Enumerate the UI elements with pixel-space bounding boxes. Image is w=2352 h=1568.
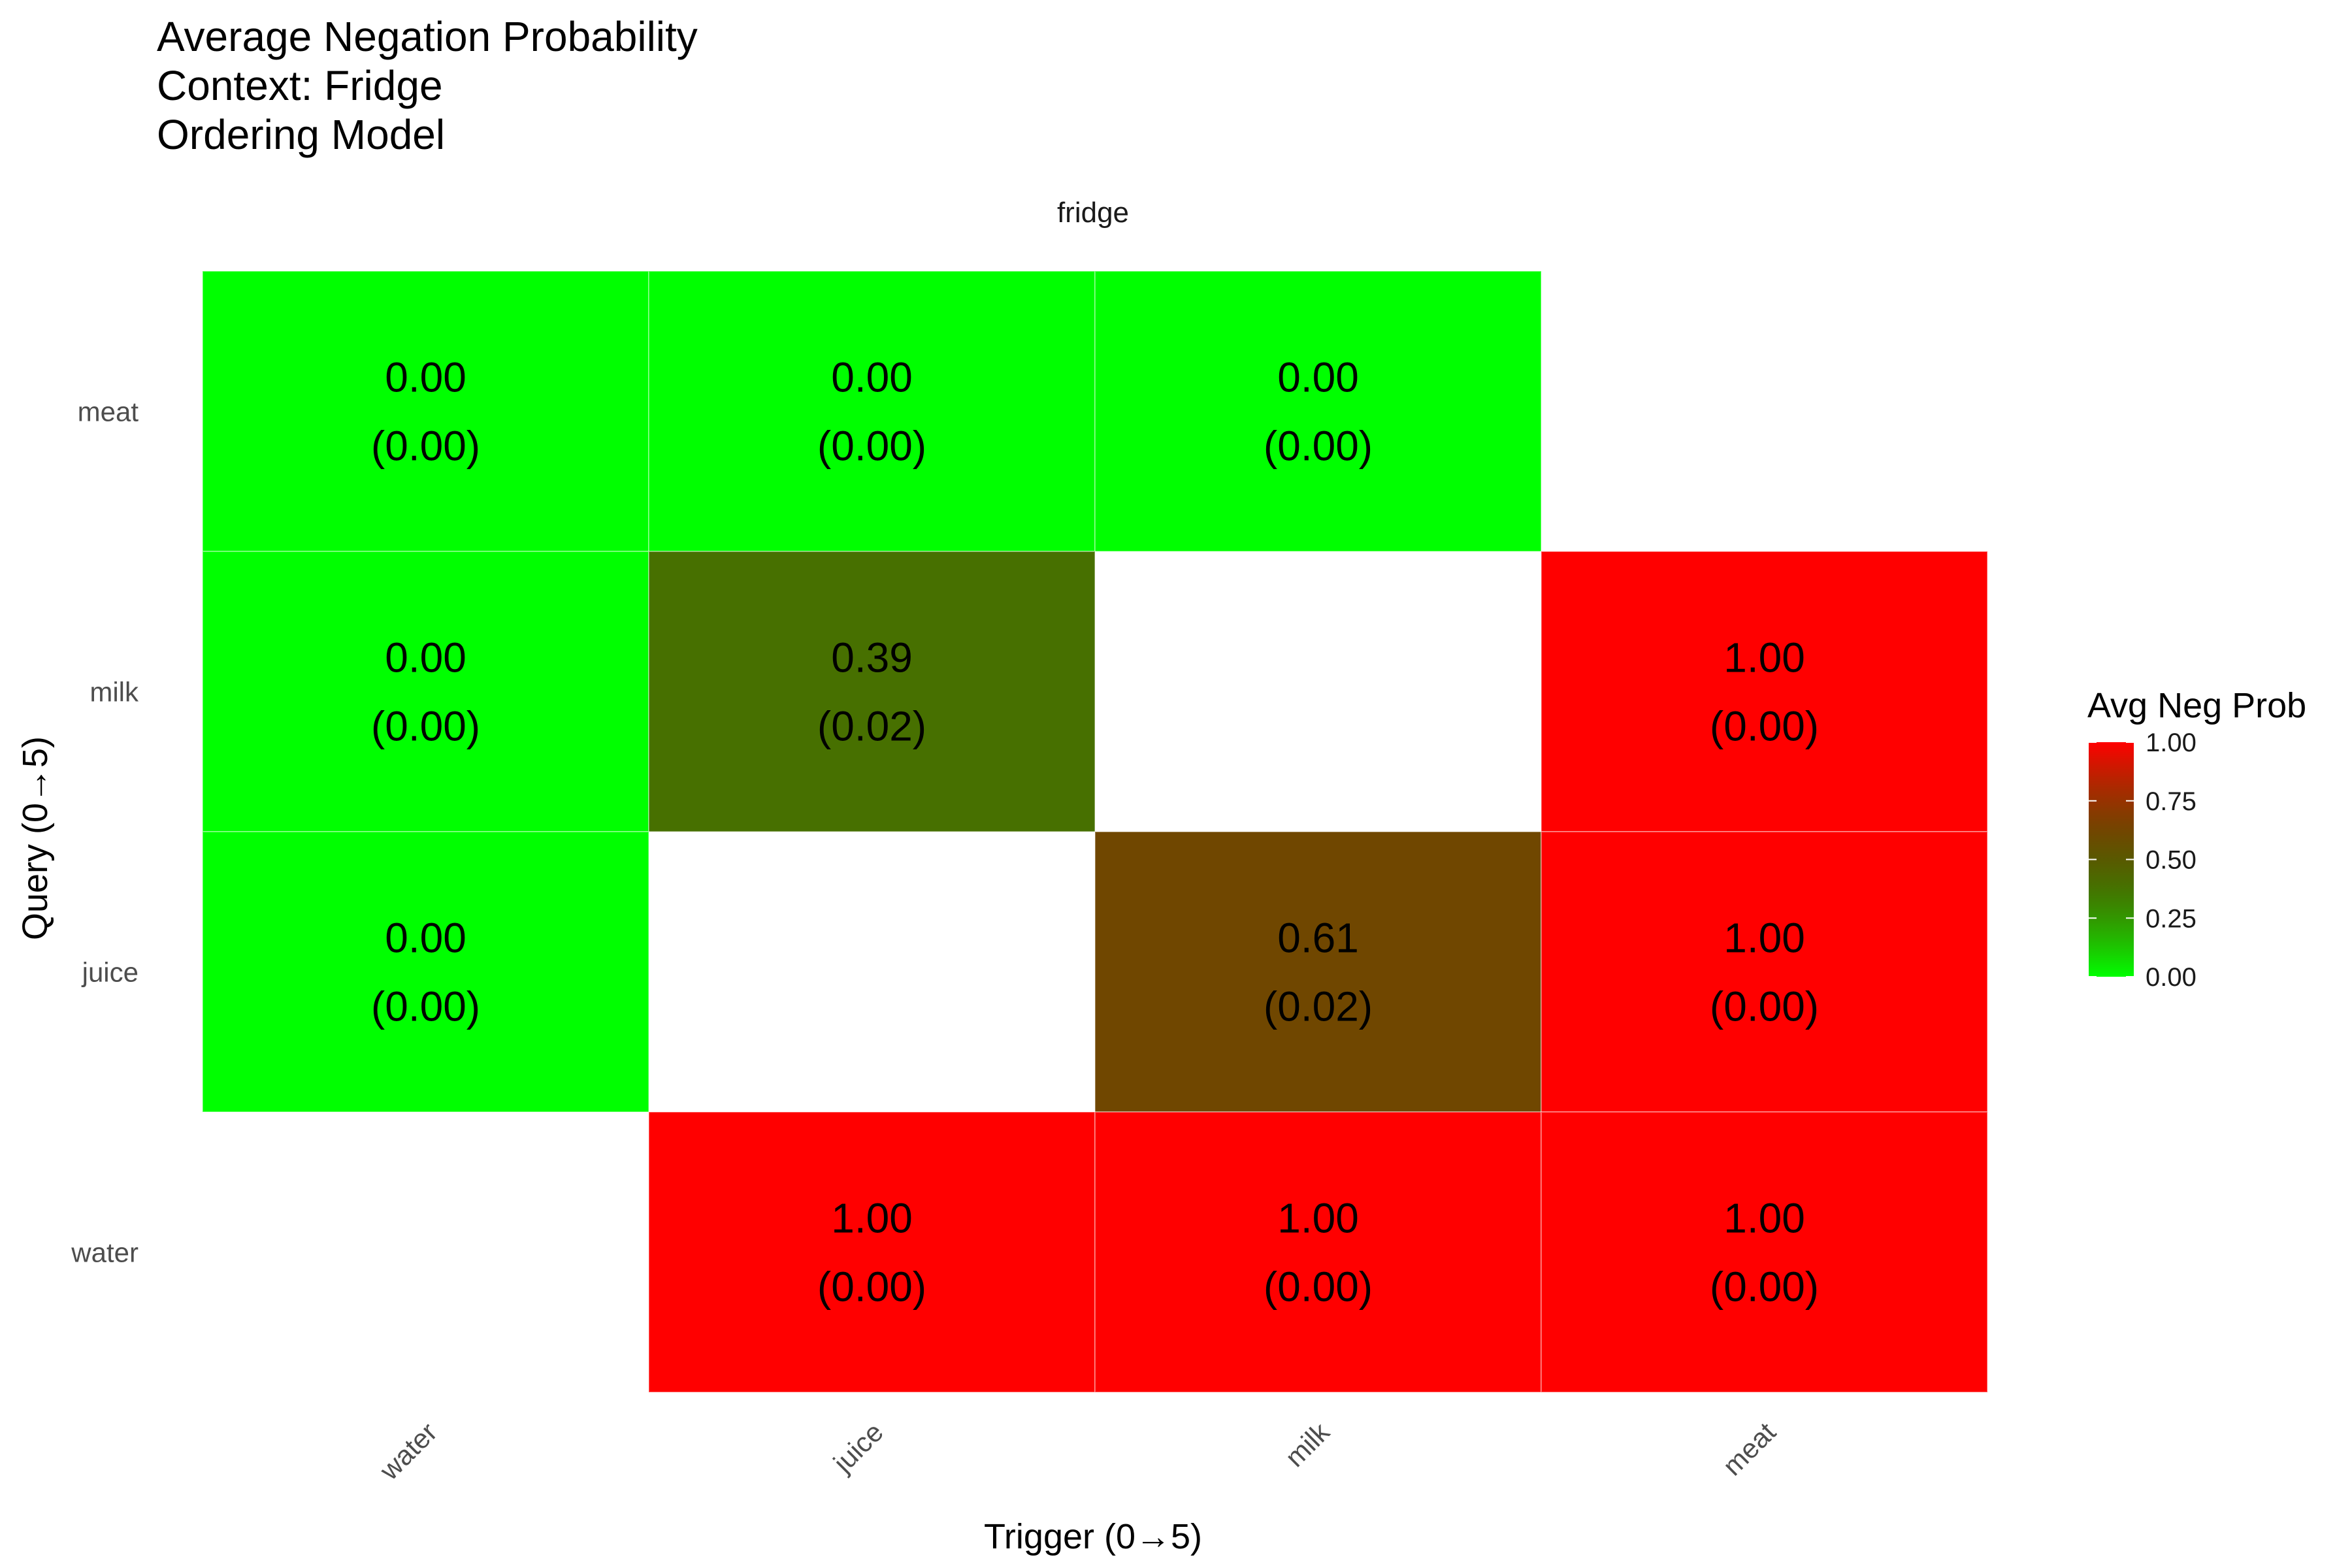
- cell-value-label: 0.00: [385, 354, 466, 401]
- cell-se-label: (0.00): [1710, 983, 1819, 1030]
- heatmap-cell-meat-juice: [648, 270, 1096, 552]
- heatmap-cell-milk-meat: [1541, 551, 1988, 832]
- cell-labels: 0.00 (0.00) 0.00 (0.00) 0.00 (0.00) 0.00 (0.00)…: [371, 354, 1819, 1311]
- cell-value-label: 1.00: [1277, 1195, 1359, 1242]
- cell-se-label: (0.00): [371, 983, 480, 1030]
- cell-se-label: (0.00): [371, 703, 480, 750]
- cell-value-label: 0.00: [385, 634, 466, 681]
- heatmap-cells: [202, 270, 1988, 1393]
- cell-se-label: (0.00): [371, 423, 480, 470]
- legend-tick-label: 0.50: [2146, 846, 2197, 875]
- cell-se-label: (0.00): [1264, 423, 1373, 470]
- cell-value-label: 1.00: [831, 1195, 913, 1242]
- x-tick-label-juice: juice: [826, 1416, 889, 1479]
- heatmap-cell-juice-milk: [1094, 831, 1542, 1113]
- cell-value-label: 0.39: [831, 634, 913, 681]
- legend: Avg Neg Prob 1.00 0.75 0.50 0.25 0.00: [2087, 686, 2306, 992]
- y-tick-label-water: water: [71, 1237, 139, 1268]
- legend-tick-label: 0.25: [2146, 904, 2197, 933]
- legend-tick-label: 1.00: [2146, 728, 2197, 757]
- legend-tick-label: 0.00: [2146, 963, 2197, 992]
- cell-se-label: (0.00): [1710, 1264, 1819, 1311]
- chart-title: Average Negation Probability Context: Fr…: [157, 13, 698, 158]
- legend-ticks: 1.00 0.75 0.50 0.25 0.00: [2089, 728, 2197, 992]
- heatmap-cell-juice-meat: [1541, 831, 1988, 1113]
- y-tick-label-juice: juice: [81, 957, 139, 988]
- x-tick-label-meat: meat: [1717, 1416, 1782, 1481]
- y-tick-label-milk: milk: [90, 677, 139, 708]
- legend-tick-label: 0.75: [2146, 787, 2197, 816]
- y-axis-ticks: meat milk juice water: [71, 397, 139, 1268]
- cell-value-label: 1.00: [1723, 1195, 1805, 1242]
- heatmap-cell-juice-water: [202, 831, 649, 1113]
- cell-value-label: 1.00: [1723, 634, 1805, 681]
- heatmap-cell-milk-juice: [648, 551, 1096, 832]
- x-axis-title: Trigger (0→5): [984, 1517, 1202, 1556]
- heatmap-cell-water-juice: [648, 1111, 1096, 1393]
- cell-se-label: (0.02): [817, 703, 926, 750]
- cell-se-label: (0.02): [1264, 983, 1373, 1030]
- cell-se-label: (0.00): [1264, 1264, 1373, 1311]
- x-tick-label-water: water: [373, 1416, 443, 1486]
- title-line-3: Ordering Model: [157, 111, 445, 158]
- legend-title: Avg Neg Prob: [2087, 686, 2306, 725]
- cell-se-label: (0.00): [817, 1264, 926, 1311]
- heatmap-cell-meat-water: [202, 270, 649, 552]
- title-line-2: Context: Fridge: [157, 62, 443, 109]
- x-axis-ticks: water juice milk meat: [373, 1416, 1782, 1486]
- cell-value-label: 1.00: [1723, 915, 1805, 962]
- title-line-1: Average Negation Probability: [157, 13, 698, 60]
- heatmap-cell-water-meat: [1541, 1111, 1988, 1393]
- x-tick-label-milk: milk: [1279, 1416, 1336, 1473]
- cell-value-label: 0.00: [1277, 354, 1359, 401]
- cell-value-label: 0.00: [385, 915, 466, 962]
- heatmap-cell-meat-milk: [1094, 270, 1542, 552]
- cell-se-label: (0.00): [817, 423, 926, 470]
- cell-se-label: (0.00): [1710, 703, 1819, 750]
- cell-value-label: 0.61: [1277, 915, 1359, 962]
- facet-label: fridge: [1057, 197, 1129, 229]
- heatmap-cell-water-milk: [1094, 1111, 1542, 1393]
- cell-value-label: 0.00: [831, 354, 913, 401]
- heatmap-cell-milk-water: [202, 551, 649, 832]
- y-axis-title: Query (0→5): [16, 736, 55, 940]
- y-tick-label-meat: meat: [78, 397, 139, 427]
